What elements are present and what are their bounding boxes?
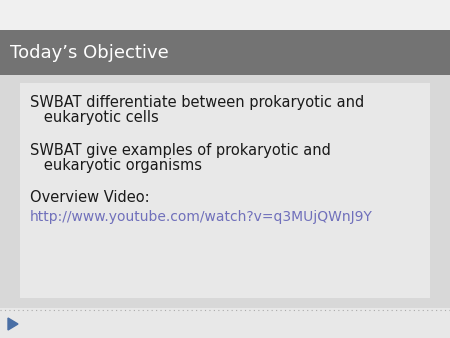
Bar: [0, 75, 450, 308]
Text: Overview Video:: Overview Video:: [30, 190, 149, 205]
Text: Today’s Objective: Today’s Objective: [10, 44, 169, 62]
Text: http://www.youtube.com/watch?v=q3MUjQWnJ9Y: http://www.youtube.com/watch?v=q3MUjQWnJ…: [30, 210, 373, 224]
Text: eukaryotic cells: eukaryotic cells: [30, 110, 159, 125]
Bar: [20, 83, 430, 298]
Bar: [0, 308, 450, 338]
Text: SWBAT differentiate between prokaryotic and: SWBAT differentiate between prokaryotic …: [30, 95, 364, 110]
Text: SWBAT give examples of prokaryotic and: SWBAT give examples of prokaryotic and: [30, 143, 331, 158]
Polygon shape: [8, 318, 18, 330]
Bar: [0, 0, 450, 30]
Text: eukaryotic organisms: eukaryotic organisms: [30, 158, 202, 173]
Bar: [0, 30, 450, 75]
